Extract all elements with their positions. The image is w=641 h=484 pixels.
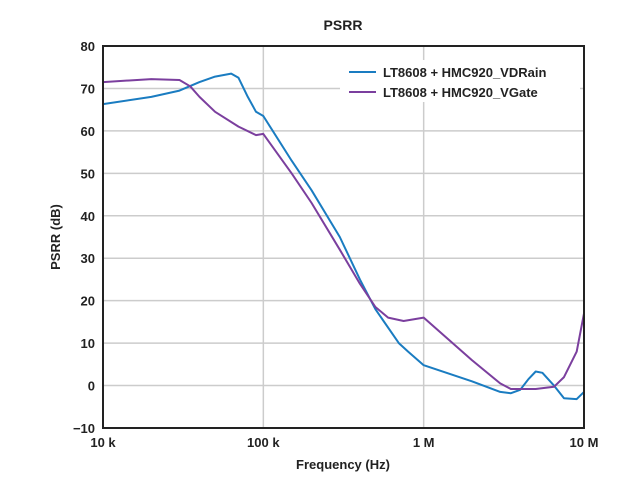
legend-background xyxy=(340,60,580,102)
y-tick-label: 50 xyxy=(81,166,95,181)
legend-label-vgate: LT8608 + HMC920_VGate xyxy=(383,85,538,100)
y-tick-label: 30 xyxy=(81,251,95,266)
x-tick-label: 10 M xyxy=(570,435,599,450)
y-tick-label: 60 xyxy=(81,124,95,139)
x-axis-label: Frequency (Hz) xyxy=(296,457,390,472)
series-line-1 xyxy=(102,78,585,390)
y-tick-label: 70 xyxy=(81,81,95,96)
y-tick-label: 80 xyxy=(81,39,95,54)
legend-label-vdrain: LT8608 + HMC920_VDRain xyxy=(383,65,546,80)
y-tick-label: 10 xyxy=(81,336,95,351)
plot-frame xyxy=(102,45,585,429)
x-tick-label: 1 M xyxy=(413,435,435,450)
legend: LT8608 + HMC920_VDRain LT8608 + HMC920_V… xyxy=(349,65,546,100)
y-tick-label: 40 xyxy=(81,209,95,224)
y-tick-label: 20 xyxy=(81,294,95,309)
x-tick-label: 10 k xyxy=(90,435,116,450)
series-line-0 xyxy=(102,72,585,401)
y-axis-label: PSRR (dB) xyxy=(48,204,63,270)
y-tick-label: 0 xyxy=(88,379,95,394)
chart-title: PSRR xyxy=(324,17,363,33)
y-tick-label: −10 xyxy=(73,421,95,436)
x-tick-label: 100 k xyxy=(247,435,280,450)
